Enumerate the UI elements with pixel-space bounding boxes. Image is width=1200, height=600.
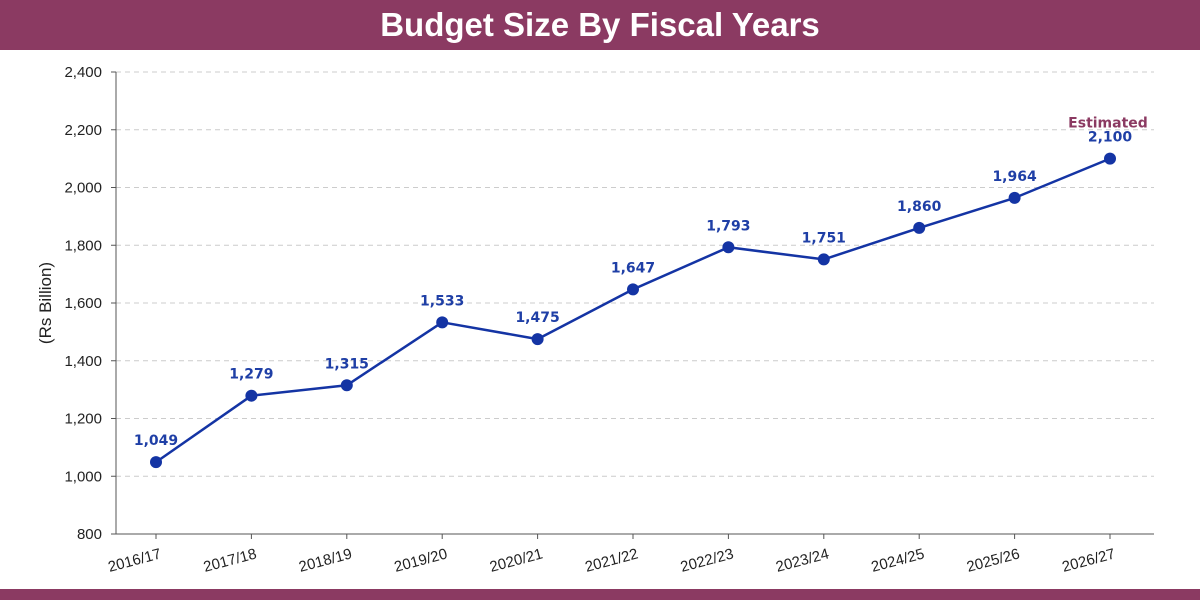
data-label: 1,793 bbox=[706, 218, 750, 234]
x-tick-label: 2019/20 bbox=[392, 545, 449, 575]
data-label: 1,860 bbox=[897, 199, 942, 215]
x-tick-label: 2024/25 bbox=[869, 545, 926, 575]
data-point bbox=[245, 389, 258, 402]
y-tick-label: 2,400 bbox=[64, 64, 102, 81]
x-tick-label: 2016/17 bbox=[106, 545, 163, 575]
data-point bbox=[436, 316, 449, 329]
y-tick-label: 1,400 bbox=[64, 353, 102, 370]
x-tick-label: 2021/22 bbox=[583, 545, 640, 575]
y-tick-label: 2,200 bbox=[64, 122, 102, 139]
series-line bbox=[155, 157, 1111, 464]
data-label: 1,751 bbox=[802, 230, 846, 246]
gridlines bbox=[111, 71, 1154, 539]
bottom-banner bbox=[0, 589, 1200, 600]
data-label: 1,533 bbox=[420, 293, 464, 309]
x-tick-label: 2025/26 bbox=[965, 545, 1022, 575]
estimated-annotation: Estimated bbox=[1068, 116, 1148, 132]
title-banner: Budget Size By Fiscal Years bbox=[0, 0, 1200, 50]
y-tick-labels: 800 1,000 1,200 1,400 1,600 1,800 2,000 2,200 2,… bbox=[64, 64, 102, 543]
data-points bbox=[150, 152, 1116, 469]
data-point bbox=[531, 333, 544, 346]
y-tick-label: 800 bbox=[77, 526, 102, 543]
data-label: 2,100 bbox=[1088, 130, 1133, 146]
y-tick-label: 1,000 bbox=[64, 468, 102, 485]
x-tick-label: 2023/24 bbox=[774, 545, 831, 575]
data-point bbox=[1008, 191, 1021, 204]
data-point bbox=[1104, 152, 1116, 165]
data-point bbox=[817, 253, 830, 266]
data-label: 1,475 bbox=[515, 310, 559, 326]
y-tick-label: 2,000 bbox=[64, 180, 102, 197]
data-label: 1,315 bbox=[325, 356, 369, 372]
data-point bbox=[913, 221, 926, 234]
data-point bbox=[722, 241, 735, 254]
data-label: 1,647 bbox=[611, 260, 655, 276]
data-label: 1,279 bbox=[229, 367, 273, 383]
y-tick-label: 1,800 bbox=[64, 237, 102, 254]
y-tick-label: 1,200 bbox=[64, 411, 102, 428]
x-tick-label: 2017/18 bbox=[202, 545, 259, 575]
data-point bbox=[627, 283, 639, 296]
data-point bbox=[150, 456, 162, 469]
data-point bbox=[340, 379, 353, 392]
x-tick-label: 2022/23 bbox=[679, 545, 736, 575]
data-label: 1,049 bbox=[134, 433, 178, 449]
x-tick-label: 2020/21 bbox=[488, 545, 545, 575]
x-tick-label: 2018/19 bbox=[297, 545, 354, 575]
chart-title: Budget Size By Fiscal Years bbox=[380, 6, 820, 43]
y-tick-label: 1,600 bbox=[64, 295, 102, 312]
data-label: 1,964 bbox=[992, 169, 1037, 185]
x-tick-labels: 2016/17 2017/18 2018/19 2019/20 2020/21 2021/… bbox=[106, 545, 1117, 575]
axes bbox=[115, 72, 1154, 535]
y-axis-title: (Rs Billion) bbox=[36, 262, 55, 344]
x-tick-label: 2026/27 bbox=[1060, 545, 1117, 575]
data-labels: 1,049 1,279 1,315 1,533 1,475 1,647 1,793 1,751… bbox=[134, 130, 1133, 449]
